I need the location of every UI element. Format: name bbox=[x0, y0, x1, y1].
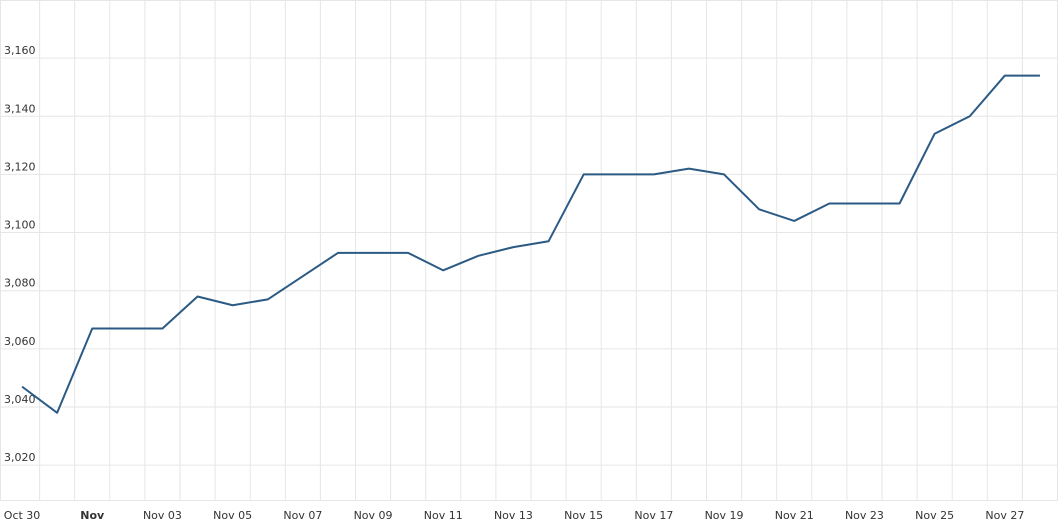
x-tick-label: Nov 27 bbox=[985, 509, 1024, 522]
x-tick-label: Nov 09 bbox=[354, 509, 393, 522]
x-tick-label: Nov bbox=[80, 509, 105, 522]
x-tick-label: Nov 07 bbox=[283, 509, 322, 522]
x-tick-label: Nov 17 bbox=[634, 509, 673, 522]
x-tick-label: Nov 03 bbox=[143, 509, 182, 522]
y-tick-label: 3,100 bbox=[4, 219, 36, 232]
y-tick-label: 3,120 bbox=[4, 160, 36, 173]
x-tick-label: Nov 25 bbox=[915, 509, 954, 522]
plot-border bbox=[0, 0, 1058, 501]
x-tick-label: Oct 30 bbox=[4, 509, 41, 522]
y-tick-label: 3,140 bbox=[4, 102, 36, 115]
y-tick-label: 3,080 bbox=[4, 277, 36, 290]
x-tick-label: Nov 11 bbox=[424, 509, 463, 522]
y-tick-label: 3,060 bbox=[4, 335, 36, 348]
x-tick-label: Nov 05 bbox=[213, 509, 252, 522]
data-line bbox=[21, 74, 1040, 414]
x-tick-label: Nov 15 bbox=[564, 509, 603, 522]
x-tick-label: Nov 23 bbox=[845, 509, 884, 522]
y-tick-label: 3,020 bbox=[4, 451, 36, 464]
x-tick-label: Nov 19 bbox=[705, 509, 744, 522]
x-tick-label: Nov 13 bbox=[494, 509, 533, 522]
x-tick-label: Nov 21 bbox=[775, 509, 814, 522]
y-tick-label: 3,160 bbox=[4, 44, 36, 57]
y-tick-label: 3,040 bbox=[4, 393, 36, 406]
